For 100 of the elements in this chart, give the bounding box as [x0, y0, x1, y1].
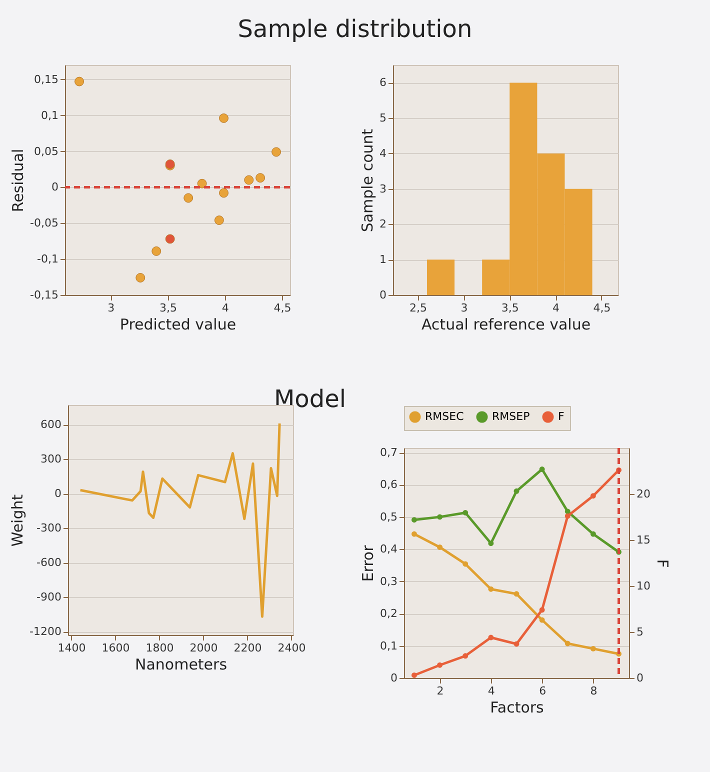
- x-axis-title: Predicted value: [120, 316, 236, 334]
- legend-label: RMSEC: [425, 410, 464, 423]
- point: [165, 234, 175, 244]
- y-tick-label: -0,1: [37, 252, 58, 266]
- point: [590, 531, 596, 537]
- point: [256, 173, 266, 183]
- y-tick-label: 2: [380, 218, 386, 231]
- x-axis-title: Nanometers: [134, 656, 228, 674]
- point: [152, 246, 162, 256]
- x-tick-label: 2,5: [410, 302, 428, 314]
- point: [214, 216, 224, 225]
- x-tick-label: 6: [539, 684, 546, 698]
- point: [514, 488, 520, 494]
- y2-axis-title: F: [653, 559, 672, 568]
- point: [514, 591, 520, 597]
- y-tick-label: 0: [390, 672, 398, 684]
- y-tick-label: -1200: [30, 625, 62, 638]
- y2-tick-label: 0: [636, 672, 644, 684]
- y-axis-title: Error: [359, 544, 378, 582]
- y-tick-label: 600: [40, 418, 62, 432]
- x-tick-label: 4: [222, 302, 229, 314]
- point: [488, 634, 494, 640]
- text: Sample distribution: [236, 15, 474, 43]
- legend-label: F: [558, 410, 564, 423]
- y-axis-title: Residual: [9, 148, 28, 212]
- x-tick-label: 2000: [190, 642, 218, 654]
- y-tick-label: 0,2: [380, 607, 398, 620]
- chart-title: Model: [274, 385, 346, 413]
- point: [74, 76, 84, 86]
- y-tick-label: -300: [36, 522, 62, 535]
- y-axis-title: Weight: [8, 494, 27, 547]
- x-tick-label: 3,5: [160, 302, 178, 314]
- x-tick-label: 8: [590, 684, 598, 698]
- point: [462, 561, 468, 567]
- y-tick-label: -0,15: [30, 288, 58, 302]
- y-tick-label: 0,4: [380, 542, 398, 556]
- x-tick-label: 4,5: [593, 302, 611, 314]
- x-tick-label: 2200: [234, 642, 262, 654]
- point: [272, 147, 282, 157]
- point: [244, 175, 254, 185]
- point: [462, 510, 468, 516]
- y-tick-label: 4: [380, 146, 386, 160]
- y2-tick-label: 20: [636, 488, 650, 500]
- x-axis-title: Factors: [490, 698, 544, 716]
- y-tick-label: -900: [36, 590, 62, 604]
- x-tick-label: 3,5: [501, 302, 519, 314]
- point: [411, 672, 417, 678]
- x-tick-label: 1400: [58, 642, 86, 654]
- x-tick-label: 3: [108, 302, 115, 314]
- point: [539, 466, 545, 472]
- y-tick-label: 300: [40, 452, 62, 466]
- y-tick-label: 5: [380, 112, 386, 125]
- point: [462, 653, 468, 659]
- point: [539, 607, 545, 613]
- y2-tick-label: 10: [636, 580, 650, 592]
- point: [437, 514, 443, 520]
- point: [411, 531, 417, 537]
- point: [219, 188, 228, 198]
- y-axis-title: Sample count: [358, 128, 376, 232]
- legend-label: RMSEP: [492, 410, 530, 423]
- y-tick-label: 0,7: [380, 446, 398, 460]
- y-tick-label: 0: [380, 288, 386, 302]
- y2-tick-label: 15: [636, 534, 650, 546]
- y-tick-label: 0,3: [380, 574, 398, 588]
- x-axis-title: Actual reference value: [421, 316, 591, 334]
- y-tick-label: 0,1: [41, 108, 58, 122]
- point: [488, 540, 494, 546]
- x-tick-label: 1600: [102, 642, 130, 654]
- point: [437, 544, 443, 550]
- y-tick-label: 1: [380, 253, 386, 266]
- x-tick-label: 2400: [278, 642, 306, 654]
- x-tick-label: 3: [460, 302, 468, 314]
- y-tick-label: -0,05: [30, 216, 58, 230]
- point: [197, 178, 207, 188]
- y-tick-label: 0,1: [380, 639, 398, 652]
- y-tick-label: 0: [54, 487, 62, 500]
- y2-tick-label: 5: [636, 626, 644, 638]
- x-tick-label: 4: [488, 684, 495, 698]
- y-tick-label: -600: [36, 556, 62, 570]
- point: [437, 662, 443, 668]
- y-tick-label: 3: [380, 182, 386, 196]
- point: [411, 517, 417, 523]
- point: [219, 113, 228, 123]
- x-tick-label: 4: [552, 302, 560, 314]
- point: [564, 640, 570, 646]
- x-tick-label: 1800: [146, 642, 174, 654]
- point: [184, 193, 194, 203]
- x-tick-label: 4,5: [274, 302, 292, 314]
- point: [590, 646, 596, 652]
- point: [514, 641, 520, 647]
- y-tick-label: 0,05: [34, 144, 58, 158]
- point: [539, 617, 545, 623]
- y-tick-label: 0,5: [380, 510, 398, 524]
- x-tick-label: 2: [436, 684, 444, 698]
- y-tick-label: 0,15: [34, 72, 58, 86]
- point: [136, 273, 146, 282]
- y-tick-label: 0,6: [380, 478, 398, 492]
- y-tick-label: 0: [52, 180, 58, 194]
- line-series: [79, 422, 281, 618]
- point: [590, 493, 596, 499]
